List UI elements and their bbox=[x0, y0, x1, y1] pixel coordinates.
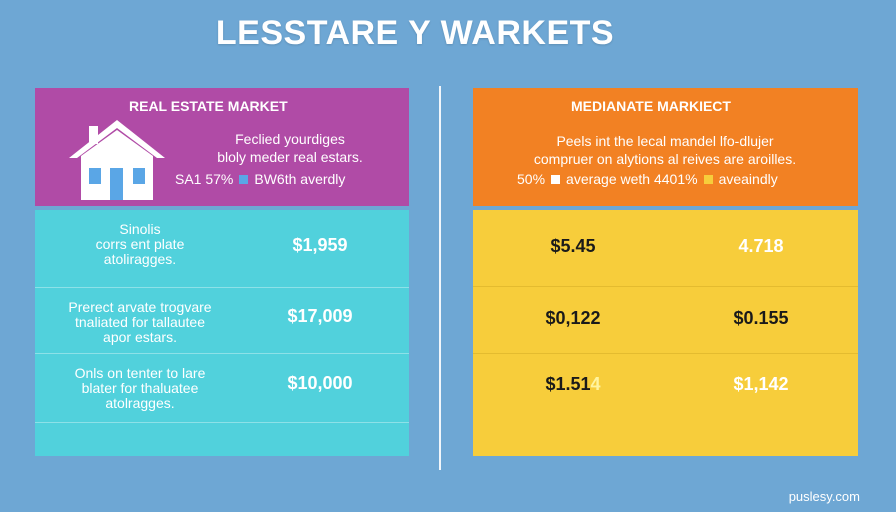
median-market-table: $5.45 4.718 $0,122 $0.155 $1.514 $1,142 bbox=[473, 210, 858, 456]
table-row: Onls on tenter to lare blater for thalua… bbox=[35, 354, 409, 420]
row-label: Prerect arvate trogvare tnaliated for ta… bbox=[45, 300, 235, 345]
row-label-line: Sinolis bbox=[119, 221, 161, 237]
row-value-a: $1.514 bbox=[513, 374, 633, 395]
row-label: Onls on tenter to lare blater for thalua… bbox=[45, 366, 235, 411]
row-value-b: $0.155 bbox=[733, 308, 789, 328]
legend-label: BW6th averdly bbox=[254, 171, 346, 187]
description-line: Peels int the lecal mandel lfo-dlujer bbox=[556, 133, 774, 149]
real-estate-legend: SA1 57% BW6th averdly bbox=[175, 171, 345, 187]
row-value-main: $1.51 bbox=[545, 374, 591, 394]
row-label-line: Onls on tenter to lare bbox=[74, 365, 206, 381]
row-divider bbox=[473, 353, 858, 354]
footer-credit: puslesy.com bbox=[788, 489, 860, 504]
center-divider bbox=[439, 86, 441, 470]
legend-first: 50% bbox=[517, 171, 546, 187]
median-market-title: MEDIANATE MARKIECT bbox=[571, 98, 731, 114]
legend-swatch bbox=[239, 174, 249, 184]
table-row: Sinolis corrs ent plate atoliragges. $1,… bbox=[35, 210, 409, 276]
row-label-line: tnaliated for tallautee bbox=[75, 314, 205, 330]
real-estate-header: REAL ESTATE MARKET Feclied yourdiges blo… bbox=[35, 88, 409, 206]
real-estate-table: Sinolis corrs ent plate atoliragges. $1,… bbox=[35, 210, 409, 456]
median-market-panel: MEDIANATE MARKIECT Peels int the lecal m… bbox=[473, 88, 858, 456]
legend-prefix: SA1 57% bbox=[175, 171, 234, 187]
description-line: bloly meder real estars. bbox=[217, 149, 363, 165]
row-label-line: atoliragges. bbox=[103, 251, 177, 267]
row-label-line: atolragges. bbox=[105, 395, 175, 411]
legend-swatch bbox=[551, 174, 561, 184]
row-divider bbox=[35, 353, 409, 354]
real-estate-title: REAL ESTATE MARKET bbox=[129, 98, 288, 114]
row-divider bbox=[35, 287, 409, 288]
table-row: $5.45 4.718 bbox=[473, 210, 858, 276]
real-estate-description: Feclied yourdiges bloly meder real estar… bbox=[181, 130, 399, 166]
table-row: Prerect arvate trogvare tnaliated for ta… bbox=[35, 288, 409, 354]
house-icon bbox=[69, 120, 165, 200]
legend-last: aveaindly bbox=[718, 171, 778, 187]
row-label-line: blater for thaluatee bbox=[81, 380, 199, 396]
description-line: compruer on alytions al reives are aroil… bbox=[533, 151, 797, 167]
row-value-a: $5.45 bbox=[550, 236, 596, 256]
row-value: $10,000 bbox=[287, 373, 353, 393]
description-line: Feclied yourdiges bbox=[235, 131, 345, 147]
real-estate-panel: REAL ESTATE MARKET Feclied yourdiges blo… bbox=[35, 88, 409, 456]
row-divider bbox=[473, 286, 858, 287]
median-market-description: Peels int the lecal mandel lfo-dlujer co… bbox=[485, 132, 845, 168]
row-value-b: 4.718 bbox=[738, 236, 784, 256]
row-label-line: corrs ent plate bbox=[95, 236, 185, 252]
row-label: Sinolis corrs ent plate atoliragges. bbox=[45, 222, 235, 267]
legend-swatch bbox=[703, 174, 713, 184]
row-value: $17,009 bbox=[287, 306, 353, 326]
page-title: LESSTARE Y WARKETS bbox=[215, 14, 615, 52]
row-label-line: Prerect arvate trogvare bbox=[68, 299, 212, 315]
row-label-line: apor estars. bbox=[103, 329, 177, 345]
median-market-header: MEDIANATE MARKIECT Peels int the lecal m… bbox=[473, 88, 858, 206]
row-divider bbox=[35, 422, 409, 423]
legend-middle: average weth 4401% bbox=[566, 171, 698, 187]
row-value-b: $1,142 bbox=[733, 374, 789, 394]
row-value-highlight: 4 bbox=[590, 374, 601, 394]
median-market-legend: 50% average weth 4401% aveaindly bbox=[517, 171, 778, 187]
row-value-a: $0,122 bbox=[545, 308, 601, 328]
table-row: $0,122 $0.155 bbox=[473, 287, 858, 353]
table-row: $1.514 $1,142 bbox=[473, 354, 858, 420]
row-value: $1,959 bbox=[292, 235, 348, 255]
